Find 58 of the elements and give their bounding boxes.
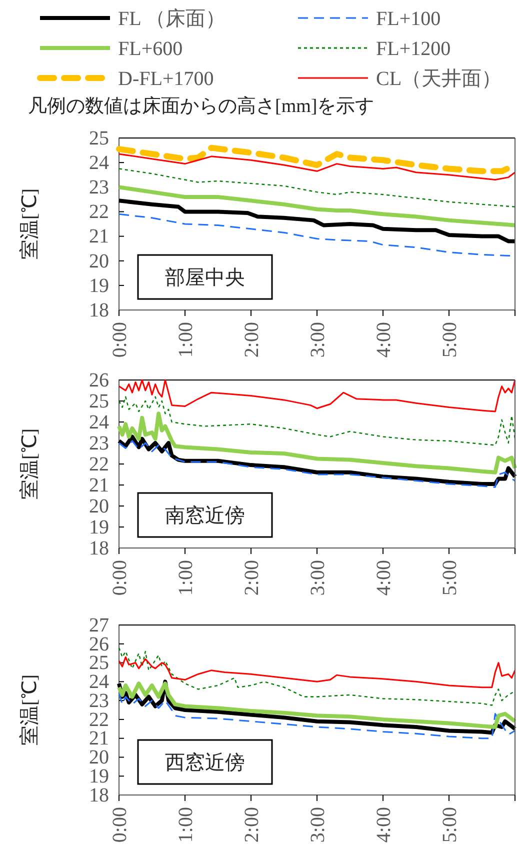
line-series [118,168,516,208]
line-series [117,412,517,474]
y-tick-label: 18 [89,299,109,322]
y-tick-label: 21 [89,226,109,248]
line-series [117,198,517,244]
y-tick-label: 20 [89,495,109,518]
x-tick-label: 3:00 [307,322,329,358]
x-tick-label: 3:00 [307,560,329,596]
legend-label: FL+600 [118,38,183,60]
y-tick-label: 24 [89,152,109,174]
x-tick-label: 1:00 [175,322,197,358]
y-axis-title: 室温[℃] [18,188,41,260]
x-tick-label: 0:00 [109,560,131,596]
legend-label: FL+100 [376,8,441,30]
y-tick-label: 24 [89,411,109,434]
legend-label: FL （床面） [118,8,226,30]
x-tick-label: 1:00 [175,560,197,596]
y-tick-label: 18 [89,537,109,560]
annotation: 南窓近傍 [165,505,245,527]
x-tick-label: 3:00 [307,807,329,843]
x-tick-label: 4:00 [373,560,395,596]
y-tick-label: 22 [89,453,109,476]
legend-label: FL+1200 [376,38,451,60]
line-series [118,379,516,412]
x-tick-label: 2:00 [241,322,263,358]
y-tick-label: 19 [89,516,109,538]
annotation: 西窓近傍 [165,752,245,774]
x-tick-label: 2:00 [241,560,263,596]
y-tick-label: 25 [89,390,109,412]
y-tick-label: 20 [89,250,109,272]
y-tick-label: 23 [89,176,109,199]
x-tick-label: 4:00 [373,807,395,843]
y-tick-label: 21 [89,474,109,496]
x-tick-label: 0:00 [109,807,131,843]
line-series [117,185,517,228]
y-tick-label: 22 [89,201,109,224]
y-tick-label: 23 [89,432,109,454]
y-axis-title: 室温[℃] [18,428,41,500]
y-tick-label: 25 [89,127,109,150]
annotation: 部屋中央 [165,267,245,289]
line-series [118,647,516,706]
y-tick-label: 19 [89,274,109,297]
x-tick-label: 5:00 [439,807,461,843]
x-tick-label: 1:00 [175,807,197,843]
y-tick-label: 26 [89,369,109,392]
line-series [118,692,516,740]
x-tick-label: 4:00 [373,322,395,358]
legend-label: CL（天井面） [376,68,502,90]
x-tick-label: 5:00 [439,322,461,358]
x-tick-label: 2:00 [241,807,263,843]
x-tick-label: 0:00 [109,322,131,358]
legend-label: D-FL+1700 [118,68,214,90]
x-tick-label: 5:00 [439,560,461,596]
line-series [118,153,516,181]
line-series [118,396,516,446]
y-axis-title: 室温[℃] [18,674,41,746]
line-series [118,656,516,688]
text: 凡例の数値は床面からの高さ[mm]を示す [28,95,374,117]
